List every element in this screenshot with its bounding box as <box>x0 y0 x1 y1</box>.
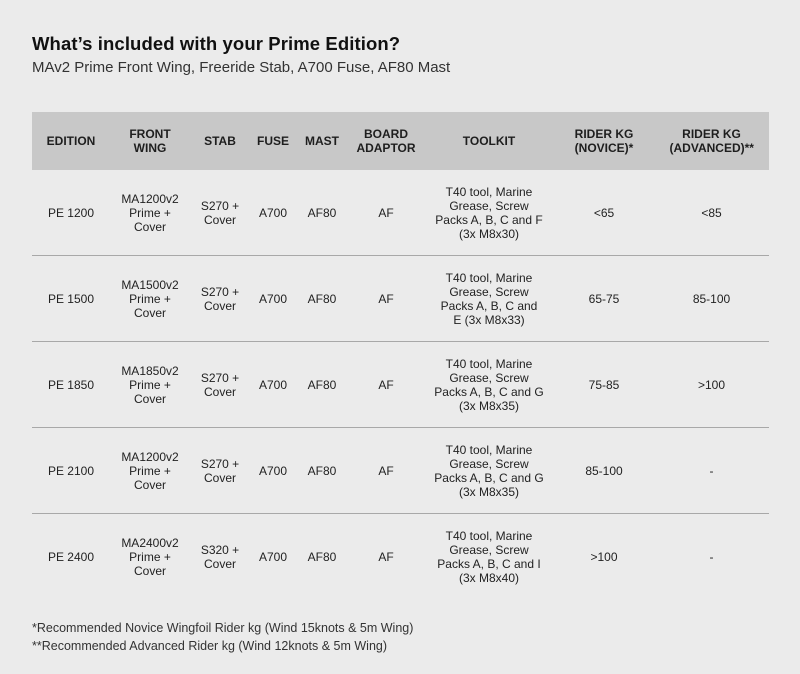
cell-rider-kg-novice: 65-75 <box>554 255 654 342</box>
cell-fuse: A700 <box>258 549 288 564</box>
cell-stab-text: S270 + Cover <box>200 284 240 313</box>
table-row: PE 1850 MA1850v2 Prime + Cover S270 + Co… <box>32 341 769 428</box>
table-row: PE 2400 MA2400v2 Prime + Cover S320 + Co… <box>32 514 769 600</box>
cell-rider-kg-advanced: - <box>709 549 714 564</box>
cell-toolkit-text: T40 tool, Marine Grease, Screw Packs A, … <box>437 528 541 585</box>
column-header-edition: EDITION <box>32 112 110 170</box>
cell-rider-kg-novice: 85-100 <box>554 427 654 514</box>
table-row: PE 1200 MA1200v2 Prime + Cover S270 + Co… <box>32 170 769 256</box>
cell-stab: S270 + Cover <box>190 341 250 428</box>
cell-mast: AF80 <box>296 170 348 256</box>
cell-stab-text: S270 + Cover <box>200 456 240 485</box>
cell-toolkit-text: T40 tool, Marine Grease, Screw Packs A, … <box>434 442 544 499</box>
cell-stab-text: S270 + Cover <box>200 370 240 399</box>
cell-front-wing-text: MA1200v2 Prime + Cover <box>121 449 179 492</box>
footnote-advanced: **Recommended Advanced Rider kg (Wind 12… <box>32 639 388 653</box>
cell-rider-kg-novice: 75-85 <box>554 341 654 428</box>
cell-stab: S270 + Cover <box>190 170 250 256</box>
column-header-rider-kg-novice-label: RIDER KG (NOVICE)* <box>574 127 634 155</box>
page-title: What’s included with your Prime Edition? <box>32 33 401 54</box>
cell-front-wing: MA1200v2 Prime + Cover <box>110 170 190 256</box>
cell-front-wing: MA1500v2 Prime + Cover <box>110 255 190 342</box>
footnotes: *Recommended Novice Wingfoil Rider kg (W… <box>32 619 413 655</box>
cell-rider-kg-novice: <65 <box>554 170 654 256</box>
column-header-rider-kg-novice: RIDER KG (NOVICE)* <box>554 112 654 170</box>
cell-rider-kg-advanced: <85 <box>654 170 769 256</box>
cell-board-adaptor: AF <box>378 549 394 564</box>
cell-rider-kg-novice: >100 <box>590 549 618 564</box>
column-header-board-adaptor-label: BOARD ADAPTOR <box>356 127 416 155</box>
cell-mast: AF80 <box>296 255 348 342</box>
cell-rider-kg-advanced: - <box>654 427 769 514</box>
cell-edition: PE 2400 <box>47 549 95 564</box>
table-header-row: EDITION FRONT WING STAB FUSE MAST BOARD … <box>32 112 769 170</box>
cell-fuse: A700 <box>250 427 296 514</box>
cell-board-adaptor: AF <box>348 255 424 342</box>
cell-rider-kg-advanced: 85-100 <box>654 255 769 342</box>
cell-edition: PE 2100 <box>32 427 110 514</box>
cell-toolkit-text: T40 tool, Marine Grease, Screw Packs A, … <box>435 184 543 241</box>
cell-board-adaptor: AF <box>348 427 424 514</box>
cell-toolkit: T40 tool, Marine Grease, Screw Packs A, … <box>424 255 554 342</box>
cell-stab: S320 + Cover <box>190 514 250 600</box>
cell-stab: S270 + Cover <box>190 255 250 342</box>
cell-board-adaptor: AF <box>348 341 424 428</box>
column-header-rider-kg-advanced: RIDER KG (ADVANCED)** <box>654 112 769 170</box>
cell-toolkit-text: T40 tool, Marine Grease, Screw Packs A, … <box>434 356 544 413</box>
cell-front-wing-text: MA2400v2 Prime + Cover <box>121 535 179 578</box>
column-header-stab: STAB <box>190 112 250 170</box>
column-header-front-wing-label: FRONT WING <box>129 127 171 155</box>
prime-edition-table-container: EDITION FRONT WING STAB FUSE MAST BOARD … <box>32 112 769 599</box>
cell-rider-kg-advanced: >100 <box>654 341 769 428</box>
cell-stab: S270 + Cover <box>190 427 250 514</box>
prime-edition-table: EDITION FRONT WING STAB FUSE MAST BOARD … <box>32 112 769 599</box>
column-header-fuse: FUSE <box>250 112 296 170</box>
table-row: PE 1500 MA1500v2 Prime + Cover S270 + Co… <box>32 255 769 342</box>
cell-toolkit: T40 tool, Marine Grease, Screw Packs A, … <box>424 170 554 256</box>
cell-mast: AF80 <box>307 549 337 564</box>
cell-front-wing-text: MA1850v2 Prime + Cover <box>121 363 179 406</box>
column-header-rider-kg-advanced-label: RIDER KG (ADVANCED)** <box>669 127 754 155</box>
cell-edition: PE 1500 <box>32 255 110 342</box>
cell-toolkit: T40 tool, Marine Grease, Screw Packs A, … <box>424 427 554 514</box>
column-header-toolkit: TOOLKIT <box>424 112 554 170</box>
cell-stab-text: S270 + Cover <box>200 198 240 227</box>
table-row: PE 2100 MA1200v2 Prime + Cover S270 + Co… <box>32 427 769 514</box>
cell-toolkit: T40 tool, Marine Grease, Screw Packs A, … <box>424 341 554 428</box>
cell-fuse: A700 <box>250 255 296 342</box>
column-header-mast: MAST <box>296 112 348 170</box>
cell-front-wing: MA1850v2 Prime + Cover <box>110 341 190 428</box>
cell-toolkit: T40 tool, Marine Grease, Screw Packs A, … <box>424 514 554 600</box>
column-header-front-wing: FRONT WING <box>110 112 190 170</box>
cell-edition: PE 1850 <box>32 341 110 428</box>
page-subtitle: MAv2 Prime Front Wing, Freeride Stab, A7… <box>32 59 451 76</box>
column-header-board-adaptor: BOARD ADAPTOR <box>348 112 424 170</box>
cell-stab-text: S320 + Cover <box>200 542 240 571</box>
cell-mast: AF80 <box>296 427 348 514</box>
cell-board-adaptor: AF <box>348 170 424 256</box>
cell-front-wing: MA1200v2 Prime + Cover <box>110 427 190 514</box>
cell-front-wing: MA2400v2 Prime + Cover <box>110 514 190 600</box>
cell-front-wing-text: MA1500v2 Prime + Cover <box>121 277 179 320</box>
cell-toolkit-text: T40 tool, Marine Grease, Screw Packs A, … <box>440 270 538 327</box>
cell-mast: AF80 <box>296 341 348 428</box>
cell-edition: PE 1200 <box>32 170 110 256</box>
cell-front-wing-text: MA1200v2 Prime + Cover <box>121 191 179 234</box>
cell-fuse: A700 <box>250 170 296 256</box>
cell-fuse: A700 <box>250 341 296 428</box>
footnote-novice: *Recommended Novice Wingfoil Rider kg (W… <box>32 621 414 635</box>
